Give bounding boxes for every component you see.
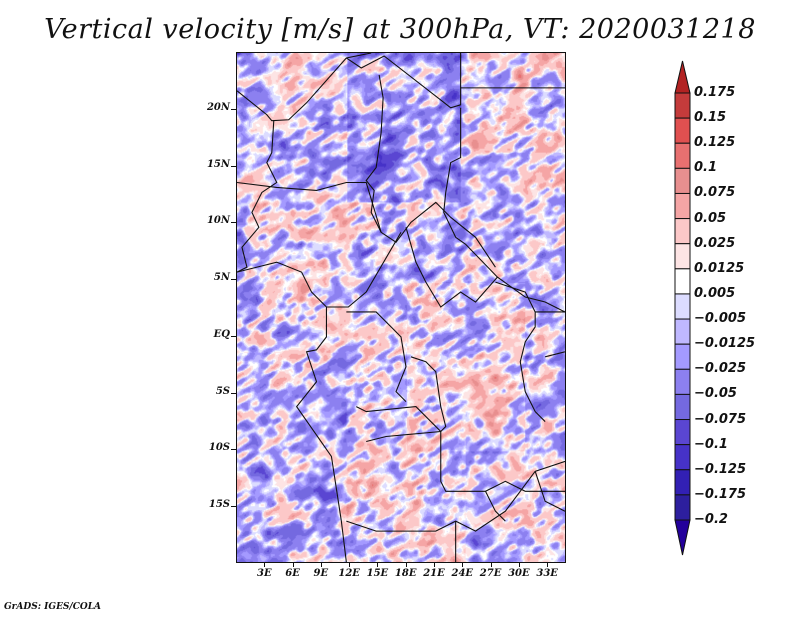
border-line <box>346 53 462 109</box>
colorbar-swatch <box>674 494 691 521</box>
border-line <box>534 471 565 512</box>
y-tick-mark <box>231 279 236 281</box>
map-plot-area <box>236 52 566 563</box>
x-tick-mark <box>320 563 322 567</box>
x-tick-label: 6E <box>285 568 300 579</box>
colorbar-level-label: −0.0125 <box>694 336 756 352</box>
y-tick-mark <box>231 392 236 394</box>
colorbar-level-label: 0.125 <box>694 135 736 151</box>
y-tick-label: EQ <box>213 328 230 340</box>
border-line <box>495 281 546 422</box>
colorbar-bottom-arrow <box>674 519 691 556</box>
border-line <box>365 74 384 233</box>
colorbar-swatch <box>674 142 691 169</box>
border-line <box>237 181 496 268</box>
colorbar-level-label: 0.025 <box>694 235 736 251</box>
colorbar-level-label: 0.175 <box>694 85 736 100</box>
colorbar-swatch <box>674 268 691 295</box>
grads-credit: GrADS: IGES/COLA <box>4 602 102 612</box>
colorbar-level-label: 0.05 <box>694 210 727 226</box>
colorbar-level-label: −0.175 <box>694 486 747 502</box>
x-tick-mark <box>377 563 379 567</box>
vertical-velocity-field <box>237 53 565 562</box>
border-line <box>295 307 347 562</box>
x-tick-label: 3E <box>256 568 272 579</box>
colorbar-top-arrow <box>674 60 691 94</box>
border-line <box>405 227 498 308</box>
colorbar-level-label: −0.025 <box>694 361 747 377</box>
x-tick-mark <box>547 563 549 567</box>
border-line <box>346 460 565 532</box>
border-line <box>346 311 407 403</box>
border-line <box>237 53 372 122</box>
x-tick-mark <box>490 563 492 567</box>
colorbar-swatch <box>674 469 691 496</box>
x-tick-label: 9E <box>313 568 329 579</box>
x-tick-mark <box>292 563 294 567</box>
colorbar-swatch <box>674 192 691 220</box>
colorbar-level-label: −0.005 <box>694 311 747 327</box>
border-line <box>484 491 506 522</box>
y-tick-label: 15N <box>206 158 230 170</box>
colorbar-level-label: −0.1 <box>694 436 728 452</box>
x-tick-label: 21E <box>423 568 445 579</box>
border-line <box>237 120 278 273</box>
y-tick-label: 10N <box>206 215 230 227</box>
colorbar-level-label: −0.05 <box>694 386 737 402</box>
y-tick-label: 5S <box>215 385 230 397</box>
colorbar-swatch <box>674 293 691 320</box>
y-tick-mark <box>231 506 236 508</box>
x-tick-label: 33E <box>536 568 558 579</box>
colorbar-swatch <box>674 218 691 245</box>
x-tick-label: 15E <box>366 568 389 579</box>
y-tick-label: 10S <box>208 442 230 454</box>
colorbar-swatch <box>674 368 691 395</box>
colorbar-level-label: 0.075 <box>694 185 736 201</box>
x-tick-label: 27E <box>479 568 502 579</box>
chart-title: Vertical velocity [m/s] at 300hPa, VT: 2… <box>44 14 756 45</box>
colorbar-level-label: 0.15 <box>694 110 727 126</box>
x-tick-label: 18E <box>394 568 417 579</box>
x-tick-mark <box>405 563 407 567</box>
colorbar-swatch <box>674 92 691 119</box>
country-borders <box>237 53 565 562</box>
colorbar-swatch <box>674 444 691 471</box>
colorbar-level-label: −0.075 <box>694 411 747 427</box>
y-tick-mark <box>231 165 236 167</box>
x-tick-label: 12E <box>338 568 360 579</box>
x-tick-label: 30E <box>508 568 530 579</box>
colorbar-swatch <box>674 243 691 270</box>
border-line <box>366 356 447 443</box>
colorbar-level-label: −0.125 <box>694 461 747 477</box>
colorbar-swatch <box>674 167 691 194</box>
y-tick-label: 15S <box>208 499 230 511</box>
colorbar-level-label: 0.0125 <box>694 260 745 276</box>
colorbar-swatch <box>674 117 691 144</box>
border-line <box>443 107 565 313</box>
colorbar-level-label: −0.2 <box>694 512 728 527</box>
colorbar-swatch <box>674 393 691 421</box>
y-tick-label: 20N <box>206 101 230 113</box>
x-tick-mark <box>264 563 266 567</box>
border-line <box>544 351 565 358</box>
colorbar-level-label: 0.005 <box>694 285 736 301</box>
y-tick-mark <box>231 108 236 110</box>
colorbar-level-label: 0.1 <box>694 160 718 176</box>
colorbar-swatch <box>674 419 691 446</box>
border-line <box>356 406 565 492</box>
x-tick-mark <box>462 563 464 567</box>
colorbar-swatch <box>674 318 691 345</box>
colorbar-swatch <box>674 343 691 370</box>
border-line <box>237 232 402 308</box>
colorbar <box>674 60 691 556</box>
x-tick-mark <box>518 563 520 567</box>
y-tick-mark <box>231 222 236 224</box>
x-tick-mark <box>434 563 435 567</box>
y-tick-mark <box>231 449 236 451</box>
x-tick-mark <box>349 563 351 567</box>
y-tick-mark <box>231 335 236 337</box>
x-tick-label: 24E <box>451 568 474 579</box>
y-tick-label: 5N <box>213 272 230 284</box>
